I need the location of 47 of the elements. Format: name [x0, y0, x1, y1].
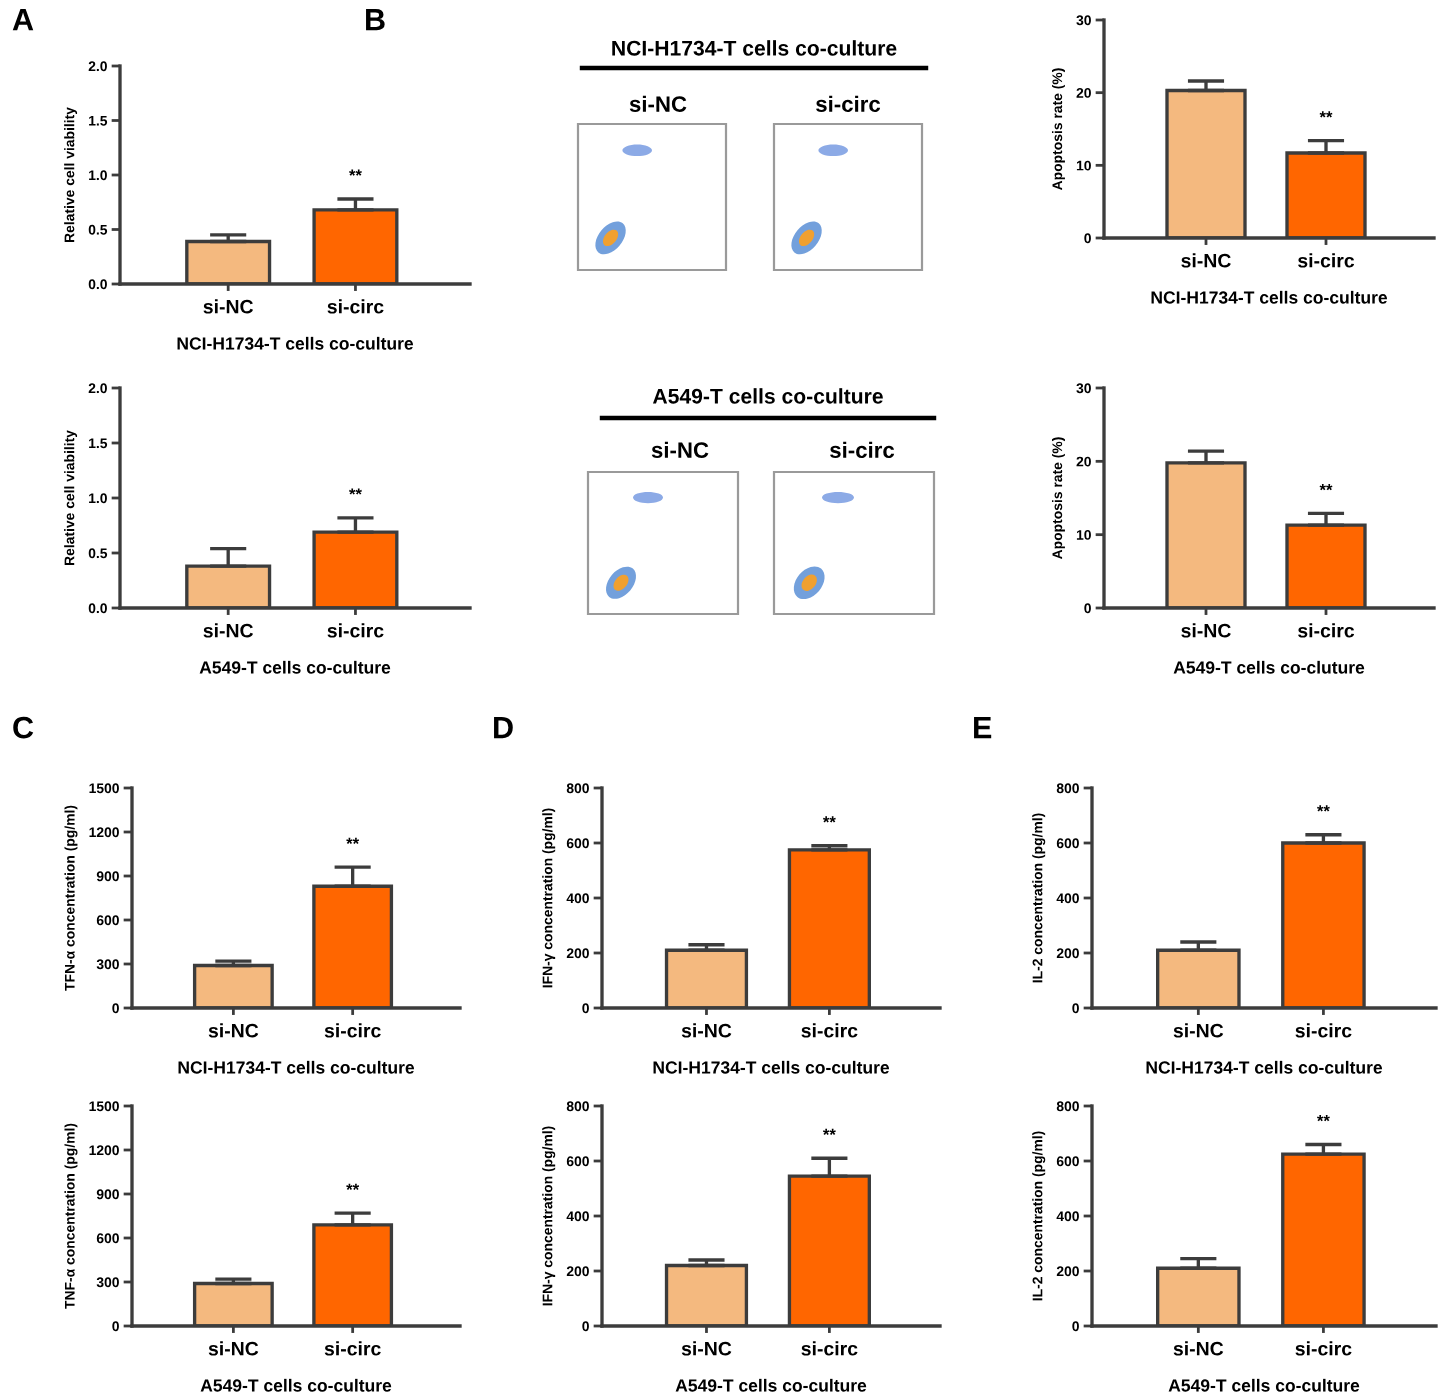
annotation: ** — [1316, 805, 1330, 812]
annotation: ** — [346, 837, 360, 845]
text: A549-T cells co-culture — [652, 388, 883, 404]
annotation: ** — [346, 1183, 360, 1190]
text: D — [494, 717, 513, 739]
text: B — [366, 9, 385, 31]
annotation: ** — [1319, 111, 1333, 118]
text: E — [974, 717, 992, 739]
x-tick-label: si-NC — [203, 623, 254, 638]
x-tick-label: si-NC — [1173, 1023, 1224, 1038]
annotation: ** — [349, 169, 362, 176]
x-tick-label: si-NC — [681, 1341, 732, 1356]
x-tick-label: si-circ — [801, 1023, 858, 1038]
x-axis-title: A549-T cells co-cluture — [1173, 660, 1365, 674]
annotation: ** — [1316, 1115, 1330, 1122]
x-axis-title: A549-T cells co-culture — [200, 1378, 392, 1392]
x-tick-label: si-circ — [1295, 1023, 1352, 1038]
annotation: ** — [822, 1128, 836, 1136]
x-tick-label: si-NC — [208, 1023, 259, 1038]
annotation: ** — [349, 488, 362, 495]
x-axis-title: NCI-H1734-T cells co-culture — [653, 1060, 890, 1074]
annotation: ** — [822, 816, 836, 823]
annotation: ** — [1319, 484, 1333, 491]
x-axis-title: A549-T cells co-culture — [199, 660, 391, 674]
text: A — [12, 9, 34, 31]
x-tick-label: si-circ — [801, 1341, 858, 1356]
x-tick-label: si-circ — [324, 1023, 381, 1038]
x-tick-label: si-NC — [1181, 623, 1231, 638]
x-tick-label: si-NC — [1173, 1341, 1224, 1356]
x-axis-title: NCI-H1734-T cells co-culture — [177, 336, 414, 350]
x-axis-title: NCI-H1734-T cells co-culture — [178, 1060, 415, 1074]
x-axis-title: NCI-H1734-T cells co-culture — [1151, 290, 1388, 304]
x-axis-title: A549-T cells co-culture — [1168, 1378, 1360, 1392]
text: NCI-H1734-T cells co-culture — [612, 40, 897, 56]
text: C — [13, 716, 34, 739]
category-label: si-circ — [830, 441, 895, 458]
x-axis-title: A549-T cells co-culture — [675, 1378, 867, 1392]
x-axis-title: NCI-H1734-T cells co-culture — [1146, 1060, 1383, 1074]
category-label: si-circ — [816, 95, 881, 112]
x-tick-label: si-circ — [1298, 623, 1355, 638]
x-tick-label: si-NC — [681, 1023, 732, 1038]
x-tick-label: si-circ — [1295, 1341, 1352, 1356]
x-tick-label: si-circ — [324, 1341, 381, 1356]
x-tick-label: si-circ — [327, 623, 384, 638]
category-label: si-NC — [629, 95, 687, 112]
x-tick-label: si-NC — [208, 1341, 259, 1356]
category-label: si-NC — [651, 441, 709, 458]
